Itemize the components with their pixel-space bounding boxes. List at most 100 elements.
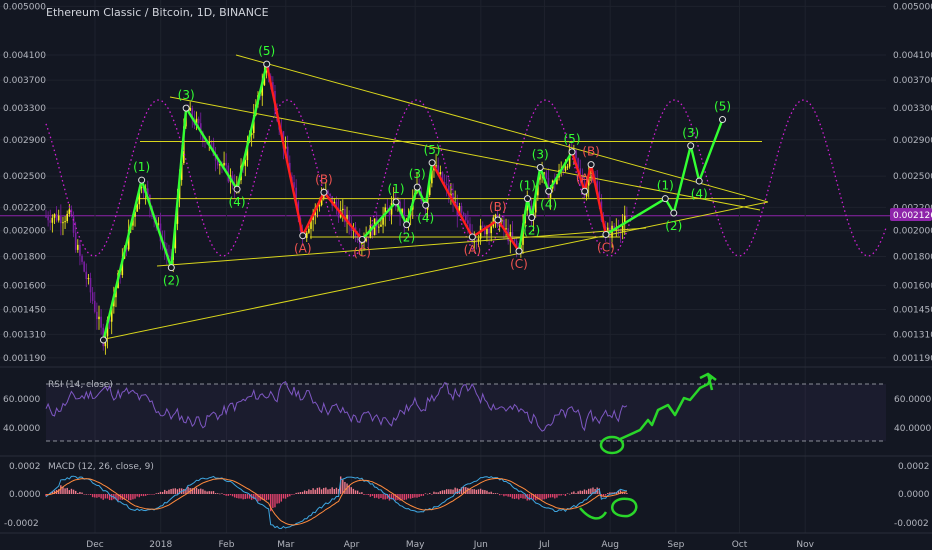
candle-body (467, 220, 469, 224)
macd-histogram-bar (310, 490, 312, 494)
rsi-line (45, 381, 628, 432)
macd-histogram-bar (265, 494, 268, 501)
macd-histogram-bar (354, 490, 357, 494)
price-tick-left: 0.001190 (3, 354, 46, 364)
candle-body (607, 227, 609, 230)
candle-body (96, 311, 98, 320)
candle-body (613, 225, 615, 230)
rsi-series (45, 381, 628, 432)
macd-histogram-bar (70, 488, 73, 494)
macd-histogram-bar (81, 492, 83, 494)
wave-label: (1) (133, 160, 150, 174)
time-tick-label: Mar (277, 540, 294, 550)
candle-body (579, 168, 582, 175)
price-tick-left: 0.001450 (3, 305, 46, 315)
candle-body (91, 292, 94, 301)
price-axis[interactable]: 0.005000 0.005000 0.004100 0.004100 0.003700… (3, 2, 932, 363)
macd-histogram-bar (208, 491, 210, 494)
macd-histogram-bar (323, 487, 325, 494)
candle-body (85, 271, 88, 280)
macd-histogram-bar (465, 487, 467, 494)
macd-histogram-bar (624, 492, 626, 494)
wave-label: (5) (424, 143, 441, 157)
macd-histogram-bar (477, 489, 480, 494)
macd-histogram-bar (117, 494, 119, 501)
macd-title: MACD (12, 26, close, 9) (48, 462, 154, 472)
candle-body (356, 237, 359, 241)
wave-segment (360, 200, 398, 241)
macd-histogram-bar (482, 489, 484, 494)
macd-histogram-bar (172, 488, 174, 494)
rsi-low-circle (599, 435, 625, 455)
candle-body (223, 162, 225, 166)
macd-histogram-bar (581, 490, 584, 494)
candle-body (157, 223, 160, 225)
wave-pivot (523, 195, 531, 203)
wave-pivot (428, 159, 436, 167)
macd-histogram-bar (108, 494, 111, 501)
macd-histogram-bar (473, 489, 475, 494)
macd-histogram-bar (121, 494, 124, 500)
macd-histogram-bar (392, 494, 395, 500)
macd-histogram-bar (98, 494, 100, 498)
candle-body (448, 185, 450, 196)
candle-body (295, 187, 297, 202)
wave-pivot (661, 195, 669, 203)
descending-trendline-upper (235, 54, 769, 203)
macd-histogram-bar (240, 494, 242, 499)
macd-histogram-bar (210, 491, 213, 494)
macd-histogram-bar (575, 493, 577, 494)
candle-body (246, 141, 249, 161)
wave-pivot (587, 161, 595, 169)
macd-histogram-bar (221, 493, 223, 494)
macd-histogram-bar (407, 494, 410, 499)
wave-segment (570, 150, 586, 193)
time-axis[interactable]: Dec 2018 Feb Mar Apr May Jun Jul Aug Sep Oct Nov (86, 540, 814, 550)
macd-histogram-bar (295, 492, 297, 494)
macd-histogram-bar (356, 490, 359, 494)
candle-body (626, 215, 628, 217)
macd-histogram-bar (217, 493, 219, 494)
macd-histogram-bar (471, 489, 473, 494)
candle-body (390, 203, 393, 215)
wave-segment (170, 106, 188, 269)
candle-body (66, 213, 68, 222)
macd-histogram-bar (45, 494, 47, 497)
candle-body (577, 158, 579, 169)
macd-histogram-bar (462, 486, 465, 494)
candle-body (490, 226, 492, 234)
candle-body (180, 162, 183, 180)
macd-histogram-bar (412, 494, 414, 498)
macd-histogram-bar (537, 494, 539, 500)
wave-label: (1) (657, 179, 674, 193)
macd-histogram-bar (583, 489, 586, 494)
candle-body (564, 166, 567, 171)
candle-body (47, 216, 49, 221)
wave-label: (2) (665, 219, 682, 233)
candle-body (365, 236, 367, 242)
macd-histogram-bar (359, 492, 361, 494)
wave-label: (5) (258, 44, 275, 58)
grid (0, 0, 890, 533)
candle-body (342, 208, 344, 211)
macd-histogram-bar (178, 488, 181, 494)
macd-histogram-bar (134, 494, 136, 499)
macd-histogram-bar (450, 489, 452, 494)
candle-body (329, 193, 331, 197)
macd-histogram-bar (490, 491, 492, 494)
macd-histogram-bar (244, 494, 246, 500)
price-tick-right: 0.002000 (893, 227, 932, 237)
candle-body (134, 211, 136, 217)
wave-segment (604, 197, 667, 236)
macd-histogram-bar (541, 494, 543, 500)
candle-body (388, 209, 391, 215)
wave-labels: (1)(2)(3)(4)(5)(A)(B)(C)(1)(2)(3)(4)(5)(… (133, 44, 731, 288)
macd-histogram-bar (272, 494, 274, 508)
candle-body (598, 191, 601, 202)
macd-histogram-bar (530, 494, 533, 499)
rsi-arrowhead (699, 372, 717, 391)
candle-body (197, 118, 200, 124)
candle-body (216, 160, 219, 166)
candle-body (464, 214, 467, 221)
